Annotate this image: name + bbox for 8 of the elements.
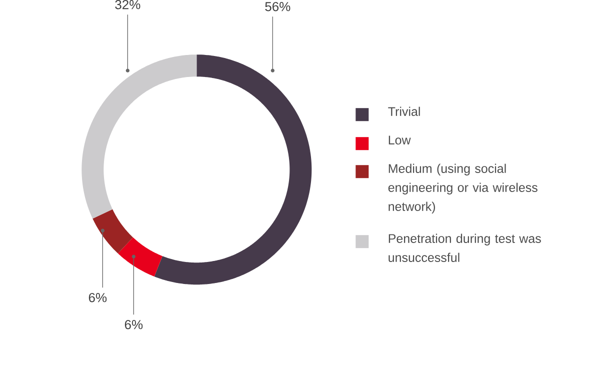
data-label: 6%	[124, 320, 143, 330]
legend-label: Low	[388, 136, 411, 145]
data-label: 32%	[115, 0, 140, 10]
legend-label: Penetration during test was unsuccessful	[388, 234, 541, 262]
data-label: 56%	[265, 2, 290, 12]
legend-label: Medium (using social engineering or via wireless network)	[388, 164, 538, 214]
legend-label: Trivial	[388, 107, 420, 116]
data-label: 6%	[88, 293, 107, 302]
